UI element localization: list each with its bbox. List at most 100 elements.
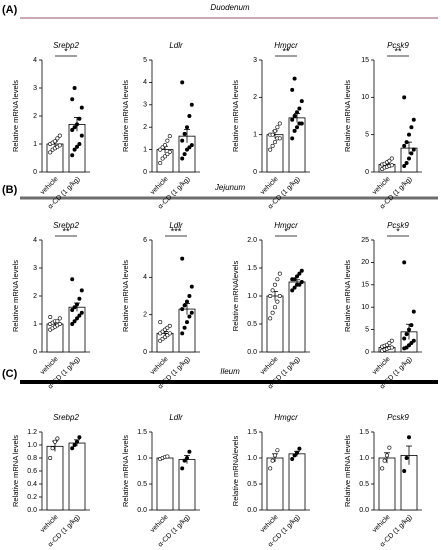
data-point (70, 153, 75, 158)
data-point (406, 435, 411, 440)
data-point (387, 158, 392, 163)
data-point (270, 143, 275, 148)
data-point (55, 436, 60, 441)
y-tick-label: 0.5 (247, 321, 257, 328)
data-point (187, 145, 192, 150)
data-point (402, 95, 407, 100)
data-point (180, 138, 185, 143)
y-tick-label: 0 (143, 169, 147, 176)
panel-title: Pcsk9 (387, 221, 409, 230)
y-tick-label: 0.2 (27, 494, 37, 501)
data-point (70, 128, 75, 133)
data-point (79, 133, 84, 138)
data-point (277, 293, 282, 298)
y-tick-label: 10 (361, 94, 369, 101)
panel-title: Hmgcr (274, 221, 298, 230)
data-point (167, 149, 172, 154)
y-tick-label: 1.5 (137, 429, 147, 436)
data-point (272, 453, 277, 458)
y-tick-label: 0 (33, 169, 37, 176)
y-tick-label: 2 (253, 94, 257, 101)
data-point (272, 128, 277, 133)
y-tick-label: 2 (33, 293, 37, 300)
y-axis-label: Relative mRNAlevels (231, 436, 240, 507)
data-point (75, 144, 80, 149)
bar (288, 281, 306, 353)
significance-label: ** (394, 46, 402, 56)
data-point (406, 327, 411, 332)
y-tick-label: 0.0 (359, 507, 369, 514)
section-label: (C) (2, 368, 18, 380)
data-point (290, 87, 295, 92)
data-point (163, 143, 168, 148)
data-point (182, 131, 187, 136)
y-tick-label: 5 (143, 57, 147, 64)
data-point (187, 449, 192, 454)
data-point (402, 260, 407, 265)
data-point (292, 114, 297, 119)
y-tick-label: 25 (361, 237, 369, 244)
data-point (294, 125, 299, 130)
data-point (277, 136, 282, 141)
data-point (404, 455, 409, 460)
bar (68, 442, 86, 511)
y-tick-label: 3 (33, 85, 37, 92)
data-point (297, 446, 302, 451)
data-point (167, 331, 172, 336)
x-tick-label: vehicle (259, 356, 279, 376)
x-tick-label: vehicle (39, 514, 59, 534)
y-tick-label: 0 (365, 169, 369, 176)
data-point (180, 80, 185, 85)
data-point (297, 282, 302, 287)
y-tick-label: 1 (253, 132, 257, 139)
data-point (294, 274, 299, 279)
y-tick-label: 2.0 (247, 237, 257, 244)
data-point (185, 455, 190, 460)
data-point (55, 319, 60, 324)
y-tick-label: 0 (143, 349, 147, 356)
data-point (402, 468, 407, 473)
bar (378, 457, 396, 511)
panel-title: Srebp2 (53, 221, 79, 230)
y-tick-label: 2 (143, 312, 147, 319)
data-point (268, 293, 273, 298)
y-tick-label: 0.5 (359, 481, 369, 488)
data-point (70, 277, 75, 282)
data-point (180, 256, 185, 261)
data-point (389, 338, 394, 343)
data-point (182, 325, 187, 330)
y-tick-label: 1 (33, 321, 37, 328)
data-point (52, 139, 57, 144)
y-axis-label: Relative mRNA levels (231, 80, 240, 152)
data-point (290, 136, 295, 141)
data-point (380, 466, 385, 471)
data-point (272, 282, 277, 287)
data-point (270, 132, 275, 137)
data-point (275, 277, 280, 282)
data-point (50, 446, 55, 451)
data-point (57, 143, 62, 148)
data-point (292, 277, 297, 282)
data-point (290, 288, 295, 293)
x-tick-label: vehicle (39, 176, 59, 196)
data-point (272, 140, 277, 145)
data-point (57, 133, 62, 138)
panel-title: Pcsk9 (387, 413, 409, 422)
data-point (79, 105, 84, 110)
panel-title: Hmgcr (274, 41, 298, 50)
data-point (165, 454, 170, 459)
y-tick-label: 1.5 (247, 265, 257, 272)
data-point (70, 307, 75, 312)
data-point (57, 321, 62, 326)
section-title: Jejunum (214, 183, 246, 192)
y-tick-label: 0.0 (137, 507, 147, 514)
data-point (185, 147, 190, 152)
data-point (79, 288, 84, 293)
y-axis-label: Relative mRNA levels (343, 435, 352, 507)
data-point (72, 86, 77, 91)
panel-title: Srebp2 (53, 413, 79, 422)
data-point (185, 125, 190, 130)
data-point (180, 466, 185, 471)
y-axis-label: Relative mRNA levels (11, 260, 20, 332)
